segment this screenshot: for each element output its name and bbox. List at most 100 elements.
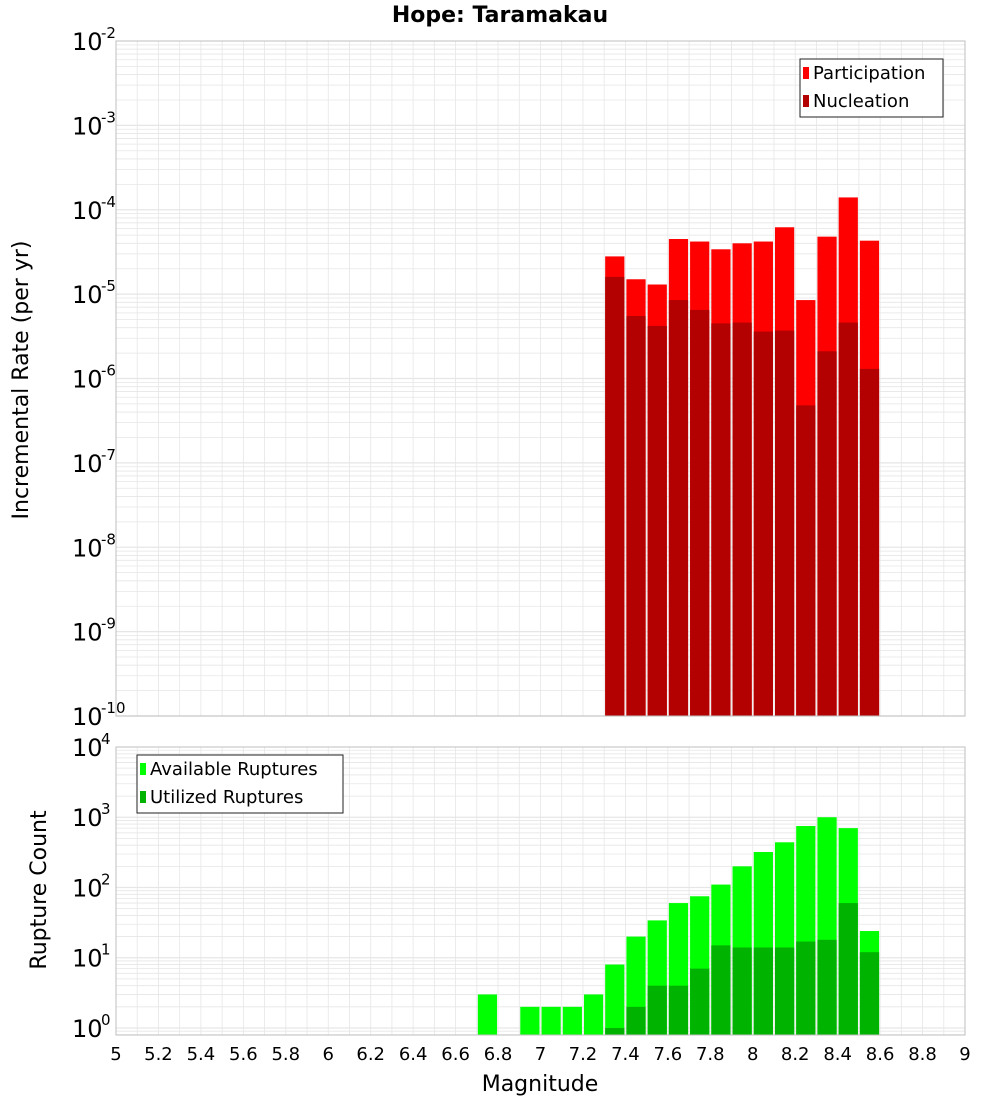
y-tick-base: 10 — [72, 112, 103, 140]
x-tick-label: 6.2 — [356, 1044, 385, 1065]
y-tick-exponent: -10 — [101, 699, 126, 717]
x-tick-label: 5.8 — [271, 1044, 300, 1065]
y-tick-exponent: 2 — [101, 870, 111, 888]
y-tick-base: 10 — [72, 366, 103, 394]
x-axis-label: Magnitude — [482, 1072, 599, 1097]
x-tick-label: 6.6 — [441, 1044, 470, 1065]
bar — [711, 323, 731, 716]
top-y-axis-label: Incremental Rate (per yr) — [9, 241, 34, 520]
y-tick-exponent: -4 — [101, 193, 116, 211]
x-tick-label: 8.6 — [866, 1044, 895, 1065]
y-tick-exponent: 4 — [101, 730, 111, 748]
bar — [796, 405, 816, 716]
bar — [668, 985, 689, 1035]
x-tick-label: 8 — [747, 1044, 758, 1065]
y-tick-label: 10-7 — [72, 446, 116, 478]
x-tick-label: 8.2 — [781, 1044, 810, 1065]
y-tick-base: 10 — [72, 281, 103, 309]
bar — [668, 300, 689, 716]
legend-swatch — [803, 67, 809, 79]
bar — [605, 1027, 625, 1035]
y-tick-exponent: -6 — [101, 362, 116, 380]
y-tick-exponent: -8 — [101, 530, 116, 548]
y-tick-base: 10 — [72, 619, 103, 647]
x-tick-label: 5.2 — [144, 1044, 173, 1065]
y-tick-exponent: -9 — [101, 615, 116, 633]
bar — [626, 316, 646, 716]
y-tick-exponent: -2 — [101, 24, 116, 42]
bar — [732, 322, 752, 716]
y-tick-exponent: -7 — [101, 446, 116, 464]
legend: Available Ruptures Utilized Ruptures — [136, 754, 344, 814]
x-tick-label: 8.8 — [908, 1044, 937, 1065]
bar — [817, 351, 837, 716]
legend-box — [136, 754, 344, 814]
legend-label: Participation — [813, 63, 925, 84]
chart-title: Hope: Taramakau — [392, 3, 608, 28]
grid — [115, 41, 966, 717]
y-tick-label: 10-9 — [72, 615, 116, 647]
legend-swatch — [140, 763, 146, 775]
x-tick-label: 5.4 — [187, 1044, 216, 1065]
x-tick-label: 7.2 — [569, 1044, 598, 1065]
legend-label: Utilized Ruptures — [150, 787, 303, 808]
legend-swatch — [803, 95, 809, 107]
x-tick-label: 7 — [535, 1044, 546, 1065]
x-tick-label: 5.6 — [229, 1044, 258, 1065]
y-tick-exponent: 3 — [101, 800, 111, 818]
series-inner-bars — [605, 903, 880, 1035]
y-tick-base: 10 — [72, 28, 103, 56]
x-tick-label: 9 — [959, 1044, 970, 1065]
x-tick-label: 7.8 — [696, 1044, 725, 1065]
x-tick-label: 6.4 — [399, 1044, 428, 1065]
y-tick-base: 10 — [72, 450, 103, 478]
bar — [859, 952, 880, 1035]
y-tick-label: 10-6 — [72, 362, 116, 394]
y-tick-base: 10 — [72, 534, 103, 562]
y-tick-label: 101 — [72, 941, 111, 973]
y-tick-base: 10 — [72, 734, 103, 762]
series-inner-bars — [605, 276, 880, 716]
y-tick-base: 10 — [72, 703, 103, 731]
y-tick-base: 10 — [72, 1015, 103, 1043]
y-tick-exponent: -5 — [101, 277, 116, 295]
y-tick-label: 104 — [72, 730, 111, 762]
x-tick-labels: 5 5.2 5.4 5.6 5.8 6 6.2 6.4 6.6 6.8 7 7.2 7.4 7.6 7.8 8… — [110, 1044, 970, 1065]
y-tick-label: 10-2 — [72, 24, 116, 56]
y-tick-base: 10 — [72, 945, 103, 973]
bar — [626, 1006, 646, 1035]
y-tick-label: 10-5 — [72, 277, 116, 309]
legend-label: Nucleation — [813, 91, 909, 112]
x-tick-label: 6 — [323, 1044, 334, 1065]
bar — [774, 947, 795, 1035]
x-tick-label: 7.4 — [611, 1044, 640, 1065]
x-tick-label: 6.8 — [484, 1044, 513, 1065]
y-tick-exponent: 0 — [101, 1011, 111, 1029]
bar — [541, 1006, 561, 1035]
bar — [605, 276, 625, 716]
x-tick-label: 7.6 — [654, 1044, 683, 1065]
bar — [583, 994, 604, 1035]
bar — [647, 985, 667, 1035]
bar — [690, 309, 710, 716]
y-tick-label: 100 — [72, 1011, 111, 1043]
y-tick-exponent: -3 — [101, 108, 116, 126]
y-tick-base: 10 — [72, 197, 103, 225]
y-tick-base: 10 — [72, 874, 103, 902]
y-tick-label: 103 — [72, 800, 111, 832]
x-tick-label: 5 — [110, 1044, 121, 1065]
bar — [520, 1006, 540, 1035]
legend-box — [799, 58, 944, 118]
bar — [477, 994, 498, 1035]
bar — [647, 325, 667, 716]
x-tick-label: 8.4 — [823, 1044, 852, 1065]
bar — [753, 947, 773, 1035]
y-tick-label: 102 — [72, 870, 111, 902]
bar — [859, 368, 880, 716]
bar — [838, 322, 858, 716]
legend-swatch — [140, 791, 146, 803]
y-tick-exponent: 1 — [101, 941, 111, 959]
bar — [562, 1006, 582, 1035]
plot-frame — [115, 746, 966, 1036]
